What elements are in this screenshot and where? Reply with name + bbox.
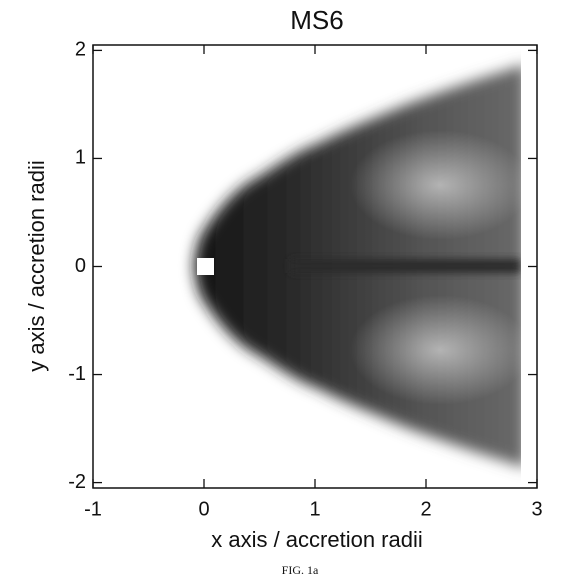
y-axis-label: y axis / accretion radii (24, 160, 49, 372)
y-tick-label: 0 (75, 255, 86, 277)
x-tick-label: 1 (309, 498, 320, 520)
x-axis-label: x axis / accretion radii (211, 527, 423, 552)
y-tick-label: 2 (75, 39, 86, 61)
x-tick-label: 3 (531, 498, 542, 520)
caption: FIG. 1a (282, 563, 319, 577)
x-tick-label: -1 (84, 498, 102, 520)
x-tick-label: 0 (198, 498, 209, 520)
y-tick-label: -2 (68, 471, 86, 493)
y-tick-label: -1 (68, 363, 86, 385)
y-tick-label: 1 (75, 147, 86, 169)
x-tick-label: 2 (420, 498, 431, 520)
chart-title: MS6 (290, 5, 343, 35)
accretor (197, 258, 214, 275)
axes: -1 0 1 2 3 -2 -1 0 1 2 (68, 39, 542, 521)
density-image (194, 65, 521, 467)
